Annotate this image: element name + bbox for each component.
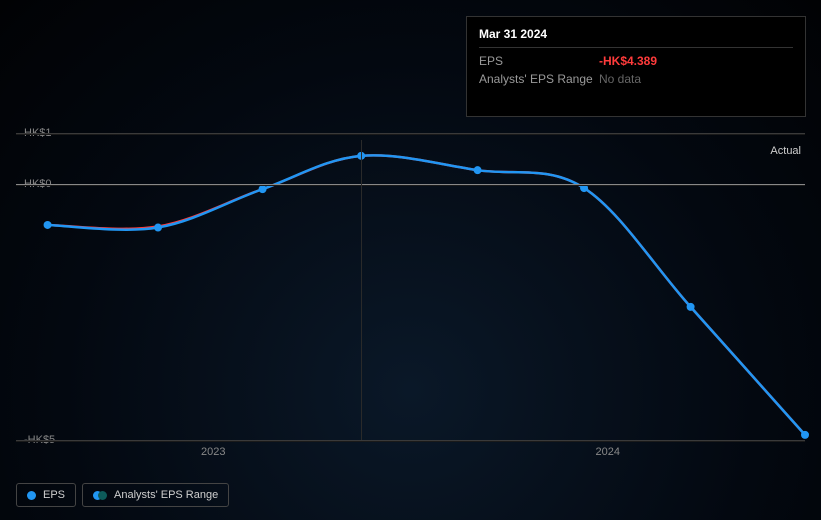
- eps-chart: Actual HK$1HK$0-HK$520232024: [16, 120, 805, 465]
- series-line-eps-red: [48, 155, 805, 435]
- series-line-eps-blue: [48, 155, 805, 435]
- x-axis-label: 2023: [201, 446, 225, 458]
- legend-label: Analysts' EPS Range: [114, 489, 218, 501]
- tooltip-row: Analysts' EPS RangeNo data: [479, 70, 793, 88]
- series-marker: [44, 221, 52, 229]
- tooltip-row: EPS-HK$4.389: [479, 52, 793, 70]
- x-axis-label: 2024: [596, 446, 620, 458]
- series-marker: [154, 224, 162, 232]
- plot-area: Actual HK$1HK$0-HK$520232024: [16, 120, 805, 440]
- zero-line: [16, 184, 805, 186]
- legend-label: EPS: [43, 489, 65, 501]
- series-marker: [259, 185, 267, 193]
- tooltip-box: Mar 31 2024 EPS-HK$4.389Analysts' EPS Ra…: [466, 16, 806, 117]
- tooltip-row-label: Analysts' EPS Range: [479, 72, 599, 86]
- series-marker: [801, 431, 809, 439]
- tooltip-row-value: No data: [599, 72, 641, 86]
- series-marker: [687, 303, 695, 311]
- series-marker: [474, 166, 482, 174]
- v-gridline: [361, 140, 362, 440]
- h-gridline: [16, 440, 805, 442]
- legend-item[interactable]: EPS: [16, 483, 76, 507]
- chart-lines: [16, 120, 805, 440]
- legend-dot-icon: [93, 491, 107, 500]
- legend: EPS Analysts' EPS Range: [16, 483, 229, 507]
- tooltip-date: Mar 31 2024: [479, 27, 793, 48]
- tooltip-row-label: EPS: [479, 54, 599, 68]
- h-gridline: [16, 133, 805, 135]
- legend-item[interactable]: Analysts' EPS Range: [82, 483, 229, 507]
- tooltip-row-value: -HK$4.389: [599, 54, 657, 68]
- legend-dot-icon: [27, 491, 36, 500]
